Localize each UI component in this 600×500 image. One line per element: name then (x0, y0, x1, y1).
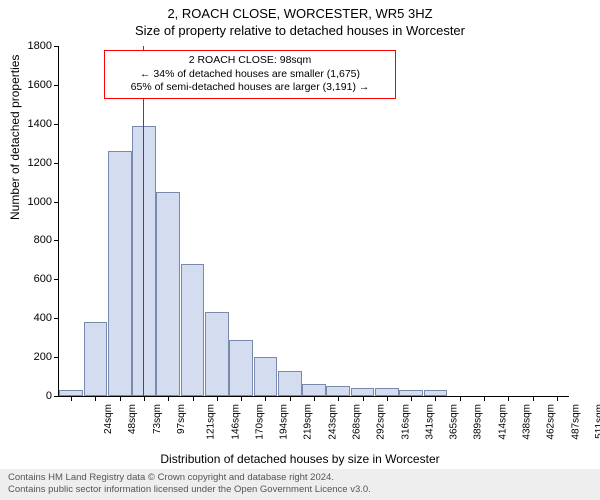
chart-region: 2 ROACH CLOSE: 98sqm← 34% of detached ho… (58, 46, 568, 396)
ytick-mark (54, 124, 59, 125)
xtick-label: 511sqm (594, 404, 600, 439)
xtick-label: 365sqm (449, 404, 460, 440)
annotation-line: ← 34% of detached houses are smaller (1,… (111, 68, 389, 82)
histogram-bar (302, 384, 326, 396)
histogram-bar (156, 192, 180, 396)
ytick-label: 0 (18, 390, 52, 402)
x-axis-title: Distribution of detached houses by size … (0, 452, 600, 466)
xtick-mark (71, 396, 72, 401)
xtick-mark (557, 396, 558, 401)
histogram-bar (278, 371, 302, 396)
ytick-mark (54, 318, 59, 319)
ytick-mark (54, 279, 59, 280)
xtick-label: 268sqm (352, 404, 363, 440)
ytick-mark (54, 202, 59, 203)
xtick-label: 170sqm (254, 404, 265, 440)
xtick-label: 438sqm (522, 404, 533, 440)
ytick-label: 800 (18, 234, 52, 246)
chart-title: 2, ROACH CLOSE, WORCESTER, WR5 3HZ (0, 0, 600, 21)
histogram-bar (229, 340, 253, 396)
ytick-label: 400 (18, 312, 52, 324)
histogram-bar (181, 264, 205, 396)
xtick-mark (120, 396, 121, 401)
xtick-label: 316sqm (400, 404, 411, 440)
ytick-mark (54, 240, 59, 241)
xtick-label: 73sqm (152, 404, 163, 434)
chart-subtitle: Size of property relative to detached ho… (0, 21, 600, 38)
xtick-label: 48sqm (127, 404, 138, 434)
ytick-label: 1400 (18, 118, 52, 130)
xtick-mark (533, 396, 534, 401)
ytick-mark (54, 396, 59, 397)
histogram-bar (326, 386, 350, 396)
xtick-mark (435, 396, 436, 401)
annotation-box: 2 ROACH CLOSE: 98sqm← 34% of detached ho… (104, 50, 396, 99)
ytick-label: 1600 (18, 79, 52, 91)
ytick-label: 1200 (18, 157, 52, 169)
xtick-mark (193, 396, 194, 401)
xtick-label: 462sqm (546, 404, 557, 440)
plot-area: 2 ROACH CLOSE: 98sqm← 34% of detached ho… (58, 46, 569, 397)
ytick-mark (54, 85, 59, 86)
xtick-mark (411, 396, 412, 401)
footer: Contains HM Land Registry data © Crown c… (0, 469, 600, 500)
xtick-mark (338, 396, 339, 401)
xtick-label: 341sqm (424, 404, 435, 440)
xtick-mark (95, 396, 96, 401)
xtick-mark (314, 396, 315, 401)
xtick-mark (508, 396, 509, 401)
xtick-label: 389sqm (473, 404, 484, 440)
ytick-mark (54, 46, 59, 47)
footer-line-2: Contains public sector information licen… (8, 484, 592, 496)
histogram-bar (205, 312, 229, 396)
xtick-mark (387, 396, 388, 401)
xtick-mark (484, 396, 485, 401)
xtick-label: 243sqm (327, 404, 338, 440)
xtick-mark (241, 396, 242, 401)
histogram-bar (254, 357, 278, 396)
histogram-bar (84, 322, 108, 396)
ytick-label: 1000 (18, 196, 52, 208)
histogram-bar (375, 388, 399, 396)
footer-line-1: Contains HM Land Registry data © Crown c… (8, 472, 592, 484)
xtick-label: 97sqm (176, 404, 187, 434)
ytick-label: 200 (18, 351, 52, 363)
xtick-label: 146sqm (230, 404, 241, 440)
histogram-bar (132, 126, 156, 396)
xtick-label: 24sqm (103, 404, 114, 434)
xtick-mark (217, 396, 218, 401)
histogram-bar (108, 151, 132, 396)
figure-container: 2, ROACH CLOSE, WORCESTER, WR5 3HZ Size … (0, 0, 600, 500)
xtick-mark (168, 396, 169, 401)
annotation-line: 65% of semi-detached houses are larger (… (111, 81, 389, 95)
xtick-mark (290, 396, 291, 401)
ytick-label: 1800 (18, 40, 52, 52)
ytick-mark (54, 163, 59, 164)
xtick-label: 487sqm (570, 404, 581, 440)
xtick-label: 414sqm (497, 404, 508, 440)
xtick-label: 292sqm (376, 404, 387, 440)
ytick-mark (54, 357, 59, 358)
xtick-label: 121sqm (206, 404, 217, 440)
xtick-mark (363, 396, 364, 401)
histogram-bar (351, 388, 375, 396)
xtick-mark (460, 396, 461, 401)
xtick-label: 219sqm (303, 404, 314, 440)
annotation-line: 2 ROACH CLOSE: 98sqm (111, 54, 389, 68)
xtick-mark (144, 396, 145, 401)
xtick-label: 194sqm (279, 404, 290, 440)
xtick-mark (265, 396, 266, 401)
ytick-label: 600 (18, 273, 52, 285)
